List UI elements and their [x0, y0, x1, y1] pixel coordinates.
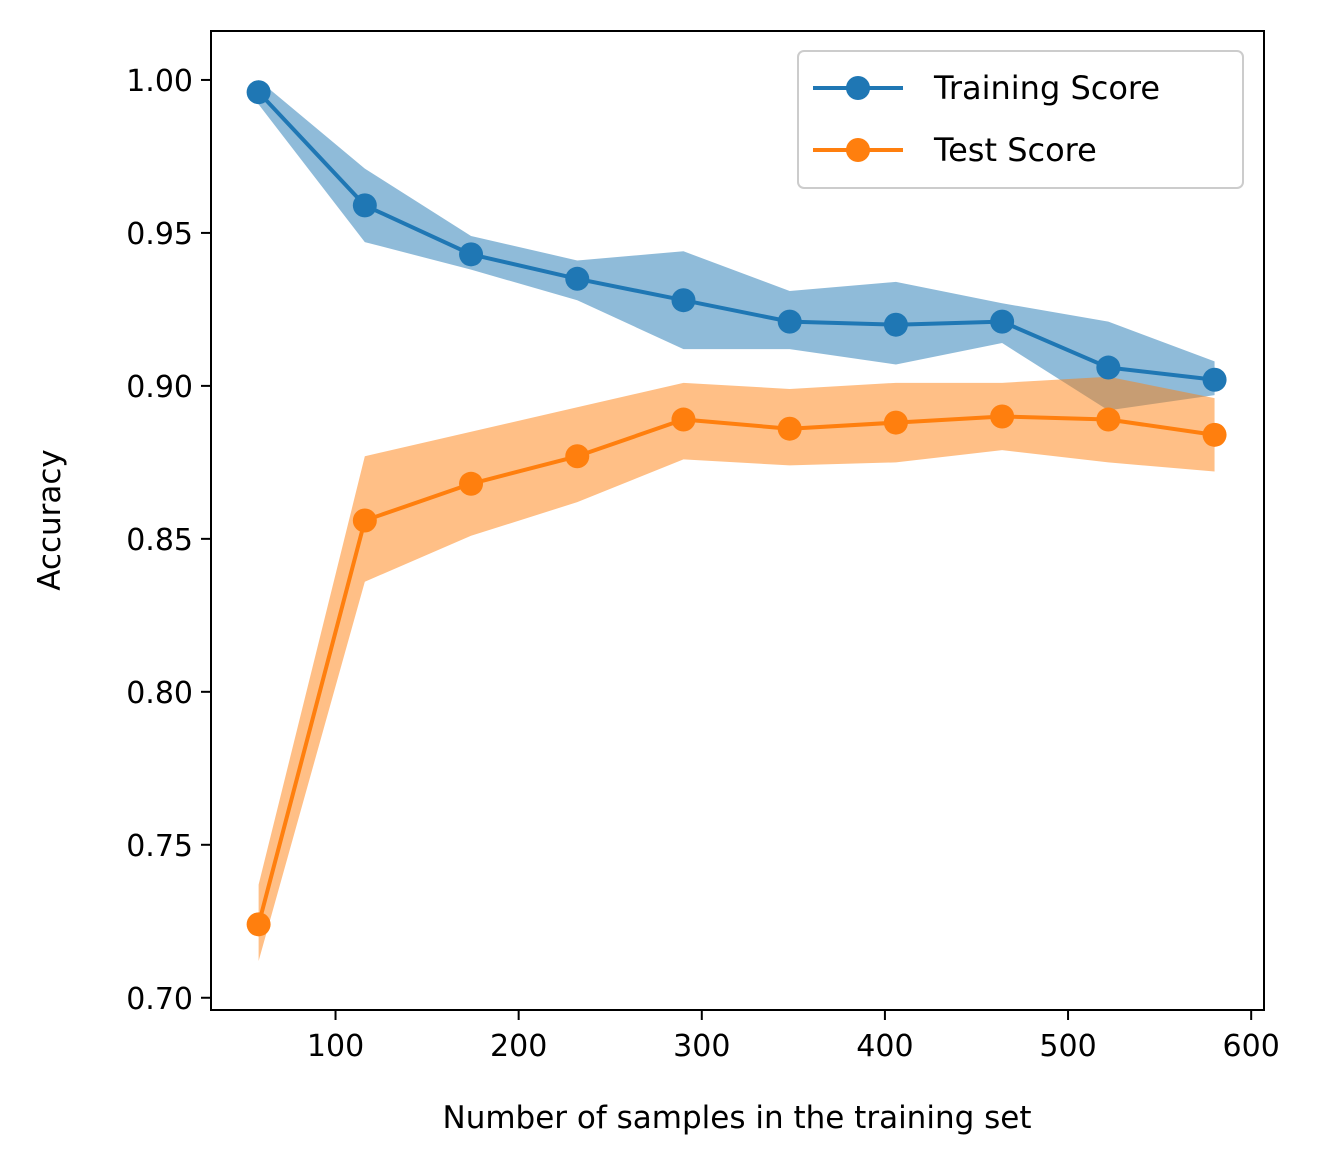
y-tick-label: 0.85 — [126, 523, 193, 558]
legend: Training Score Test Score — [797, 50, 1244, 189]
legend-label-test-score: Test Score — [933, 131, 1097, 169]
legend-marker-test-score — [846, 138, 870, 162]
test-score-line — [256, 414, 1215, 925]
legend-label-training-score: Training Score — [933, 69, 1160, 107]
x-tick-label: 500 — [1039, 1029, 1096, 1064]
training-score-band — [258, 79, 1215, 411]
training-score-point — [1202, 367, 1227, 392]
y-tick-label: 0.90 — [126, 370, 193, 405]
test-score-point — [352, 508, 377, 533]
y-tick-label: 0.75 — [126, 829, 193, 864]
training-score-point — [671, 288, 696, 313]
x-tick-label: 600 — [1223, 1029, 1280, 1064]
training-score-point — [1096, 355, 1121, 380]
test-score-point — [459, 471, 484, 496]
y-tick-label: 1.00 — [126, 64, 193, 99]
test-score-point — [671, 407, 696, 432]
test-score-point — [883, 410, 908, 435]
y-axis-label: Accuracy — [32, 449, 68, 591]
series-points — [246, 80, 1227, 937]
x-axis: 100 200 300 400 500 600 — [307, 1010, 1280, 1064]
training-score-point — [990, 309, 1015, 334]
test-score-point — [1096, 407, 1121, 432]
training-score-point — [565, 266, 590, 291]
training-score-point — [352, 193, 377, 218]
legend-box — [797, 50, 1244, 189]
x-tick-label: 400 — [856, 1029, 913, 1064]
test-score-point — [990, 404, 1015, 429]
y-tick-label: 0.80 — [126, 676, 193, 711]
training-score-point — [777, 309, 802, 334]
test-score-band — [258, 376, 1215, 962]
training-score-point — [459, 242, 484, 267]
y-tick-label: 0.70 — [126, 982, 193, 1017]
y-axis: 0.70 0.75 0.80 0.85 0.90 0.95 1.00 — [126, 64, 211, 1017]
test-score-point — [246, 912, 271, 937]
x-axis-label: Number of samples in the training set — [443, 1100, 1032, 1136]
x-tick-label: 300 — [673, 1029, 730, 1064]
training-score-point — [883, 312, 908, 337]
y-tick-label: 0.95 — [126, 217, 193, 252]
x-tick-label: 100 — [307, 1029, 364, 1064]
test-score-point — [1202, 422, 1227, 447]
confidence-bands — [258, 79, 1215, 962]
plot-frame — [210, 30, 1265, 1011]
training-score-point — [246, 80, 271, 105]
test-score-point — [565, 444, 590, 469]
test-score-point — [777, 416, 802, 441]
training-score-line — [257, 90, 1215, 382]
x-tick-label: 200 — [490, 1029, 547, 1064]
legend-marker-training-score — [846, 76, 870, 100]
series-lines — [256, 90, 1215, 925]
